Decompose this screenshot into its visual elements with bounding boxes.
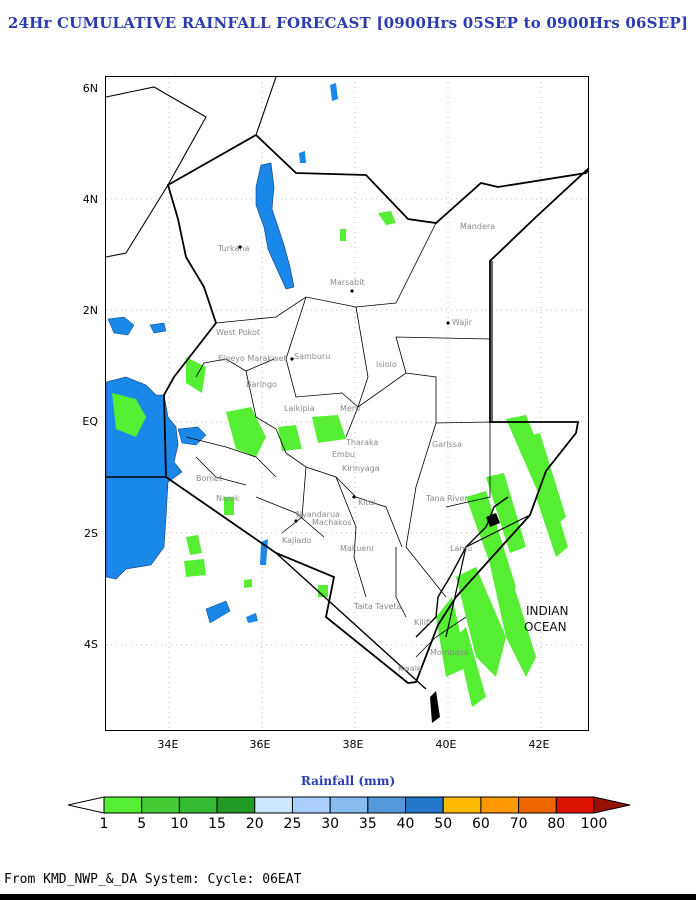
- colorbar-tick-label: 60: [472, 816, 490, 832]
- colorbar-segment: [254, 796, 293, 814]
- coastal-islands: [430, 513, 500, 723]
- colorbar-tick-label: 80: [547, 816, 566, 832]
- colorbar-segment: [367, 796, 407, 814]
- place-label: Kilifi: [414, 618, 431, 627]
- place-label: Isiolo: [376, 360, 397, 369]
- place-label: Wajir: [452, 318, 473, 327]
- place-label: Turkana: [217, 244, 249, 253]
- footer-source: From KMD_NWP_&_DA System: Cycle: 06EAT: [4, 872, 302, 887]
- place-label: Bomet: [196, 474, 222, 483]
- map-title: 24Hr CUMULATIVE RAINFALL FORECAST [0900H…: [7, 14, 689, 32]
- colorbar-tick-label: 70: [509, 816, 528, 832]
- place-label: Kirinyaga: [342, 464, 380, 473]
- colorbar-segment: [555, 796, 595, 814]
- place-label: Baringo: [246, 380, 277, 389]
- small-lake-north: [330, 83, 338, 101]
- coastline-detail: [415, 496, 509, 638]
- somalia-border: [491, 261, 530, 423]
- place-label: Garissa: [432, 440, 462, 449]
- lat-tick-eq: EQ: [82, 415, 98, 428]
- lat-tick-2n: 2N: [82, 304, 98, 317]
- place-label: Samburu: [294, 352, 330, 361]
- colorbar-tick-label: 25: [283, 816, 302, 832]
- colorbar-segment: [141, 796, 180, 814]
- colorbar-segment: [405, 796, 444, 814]
- tanzania-border: [106, 476, 427, 690]
- kenya-map: Mandera Turkana Marsabit Wajir West Poko…: [106, 77, 588, 730]
- colorbar-segment: [442, 796, 482, 814]
- small-lake-5: [246, 613, 258, 623]
- place-label: West Pokot: [216, 328, 260, 337]
- lon-tick-34e: 34E: [157, 738, 179, 751]
- colorbar: [68, 796, 630, 814]
- colorbar-tick-label: 30: [321, 816, 340, 832]
- colorbar-segment: [480, 796, 520, 814]
- place-label: Marsabit: [330, 278, 365, 287]
- place-label: Laikipia: [284, 404, 315, 413]
- colorbar-tick-label: 1: [99, 816, 109, 832]
- lon-tick-40e: 40E: [435, 738, 457, 751]
- colorbar-segment: [518, 796, 557, 814]
- place-label: Tana River: [425, 494, 468, 503]
- colorbar-segment: [178, 796, 218, 814]
- colorbar-tick-label: 5: [137, 816, 147, 832]
- place-label: Taita Taveta: [353, 602, 402, 611]
- bottom-bar: [0, 894, 696, 900]
- lat-tick-2s: 2S: [84, 527, 98, 540]
- colorbar-tick-label: 50: [434, 816, 453, 832]
- place-label: Makueni: [340, 544, 373, 553]
- colorbar-tick-label: 40: [396, 816, 415, 832]
- colorbar-segment: [329, 796, 369, 814]
- colorbar-title: Rainfall (mm): [300, 774, 396, 788]
- place-label: Embu: [332, 450, 355, 459]
- ocean-label-line1: INDIAN: [526, 604, 568, 618]
- place-label: Tharaka: [345, 438, 379, 447]
- lon-tick-42e: 42E: [528, 738, 550, 751]
- colorbar-tick-label: 100: [580, 816, 608, 832]
- northern-border-lines: [106, 77, 527, 262]
- lon-tick-38e: 38E: [342, 738, 364, 751]
- colorbar-segment: [68, 796, 105, 814]
- place-label: Nyandarua: [296, 510, 340, 519]
- place-labels: Mandera Turkana Marsabit Wajir West Poko…: [196, 222, 495, 673]
- lat-tick-4s: 4S: [84, 638, 98, 651]
- colorbar-tick-label: 35: [358, 816, 377, 832]
- small-lake-3: [205, 600, 231, 624]
- colorbar-segment: [593, 796, 630, 814]
- lake-victoria-gulf: [177, 426, 207, 446]
- lon-tick-36e: 36E: [249, 738, 271, 751]
- lat-tick-6n: 6N: [82, 82, 98, 95]
- place-label: Kajiado: [282, 536, 311, 545]
- lake-turkana-shape: [255, 162, 295, 290]
- place-label: Lamu: [450, 544, 472, 553]
- place-label: Meru: [340, 404, 360, 413]
- place-label: Elgeyo Marakwet: [218, 354, 287, 363]
- place-label: Mandera: [460, 222, 495, 231]
- place-label: Narok: [216, 494, 240, 503]
- rainfall-areas: [112, 211, 568, 707]
- small-lake-2: [299, 151, 306, 163]
- kenya-border: [163, 133, 588, 684]
- colorbar-segment: [291, 796, 331, 814]
- map-gridlines: [106, 77, 588, 730]
- lat-tick-4n: 4N: [82, 193, 98, 206]
- map-panel: Mandera Turkana Marsabit Wajir West Poko…: [105, 76, 589, 731]
- colorbar-tick-label: 15: [208, 816, 226, 832]
- county-boundaries: [185, 222, 491, 658]
- colorbar-segment: [103, 796, 143, 814]
- colorbar-tick-label: 20: [245, 816, 264, 832]
- small-lakes-nw: [107, 316, 167, 336]
- place-label: Mombasa: [430, 648, 469, 657]
- town-markers: [238, 245, 450, 523]
- place-label: Machakos: [312, 518, 352, 527]
- place-label: Kwale: [398, 664, 422, 673]
- ocean-label-line2: OCEAN: [524, 620, 567, 634]
- colorbar-tick-label: 10: [170, 816, 189, 832]
- colorbar-segment: [216, 796, 256, 814]
- place-label: Kitui: [358, 498, 376, 507]
